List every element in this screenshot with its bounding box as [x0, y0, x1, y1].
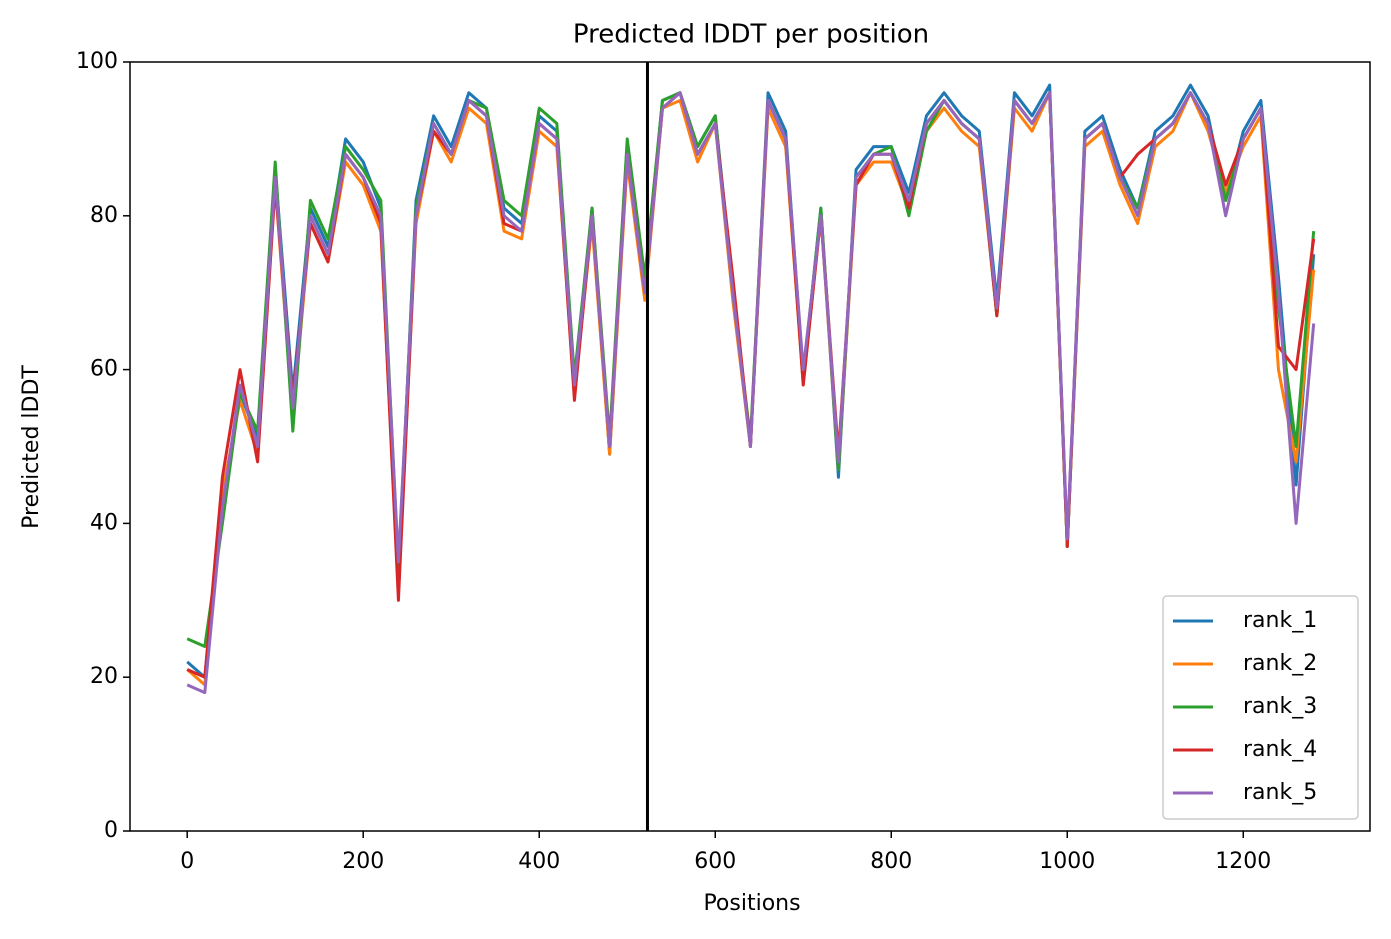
legend-box: [1162, 595, 1359, 820]
x-tick-label: 800: [870, 849, 912, 874]
x-tick-label: 600: [694, 849, 736, 874]
x-tick-label: 200: [342, 849, 384, 874]
y-tick-label: 40: [90, 510, 118, 535]
legend-label: rank_5: [1243, 780, 1317, 805]
x-axis-label: Positions: [703, 891, 800, 916]
series-line: [186, 91, 1316, 695]
y-axis-label: Predicted lDDT: [19, 365, 44, 529]
y-tick-label: 80: [90, 203, 118, 228]
y-tick-label: 0: [104, 818, 118, 843]
x-tick-label: 400: [518, 849, 560, 874]
x-tick-label: 1200: [1215, 849, 1271, 874]
y-tick-label: 100: [76, 49, 118, 74]
y-tick-label: 60: [90, 357, 118, 382]
plot-frame: [129, 61, 1371, 832]
x-tick-label: 0: [180, 849, 194, 874]
legend-label: rank_1: [1243, 608, 1317, 633]
chart-title: Predicted lDDT per position: [573, 20, 929, 50]
legend-label: rank_4: [1243, 737, 1317, 762]
x-tick-label: 1000: [1039, 849, 1095, 874]
y-tick-label: 20: [90, 664, 118, 689]
legend-label: rank_3: [1243, 694, 1317, 719]
legend-label: rank_2: [1243, 651, 1317, 676]
